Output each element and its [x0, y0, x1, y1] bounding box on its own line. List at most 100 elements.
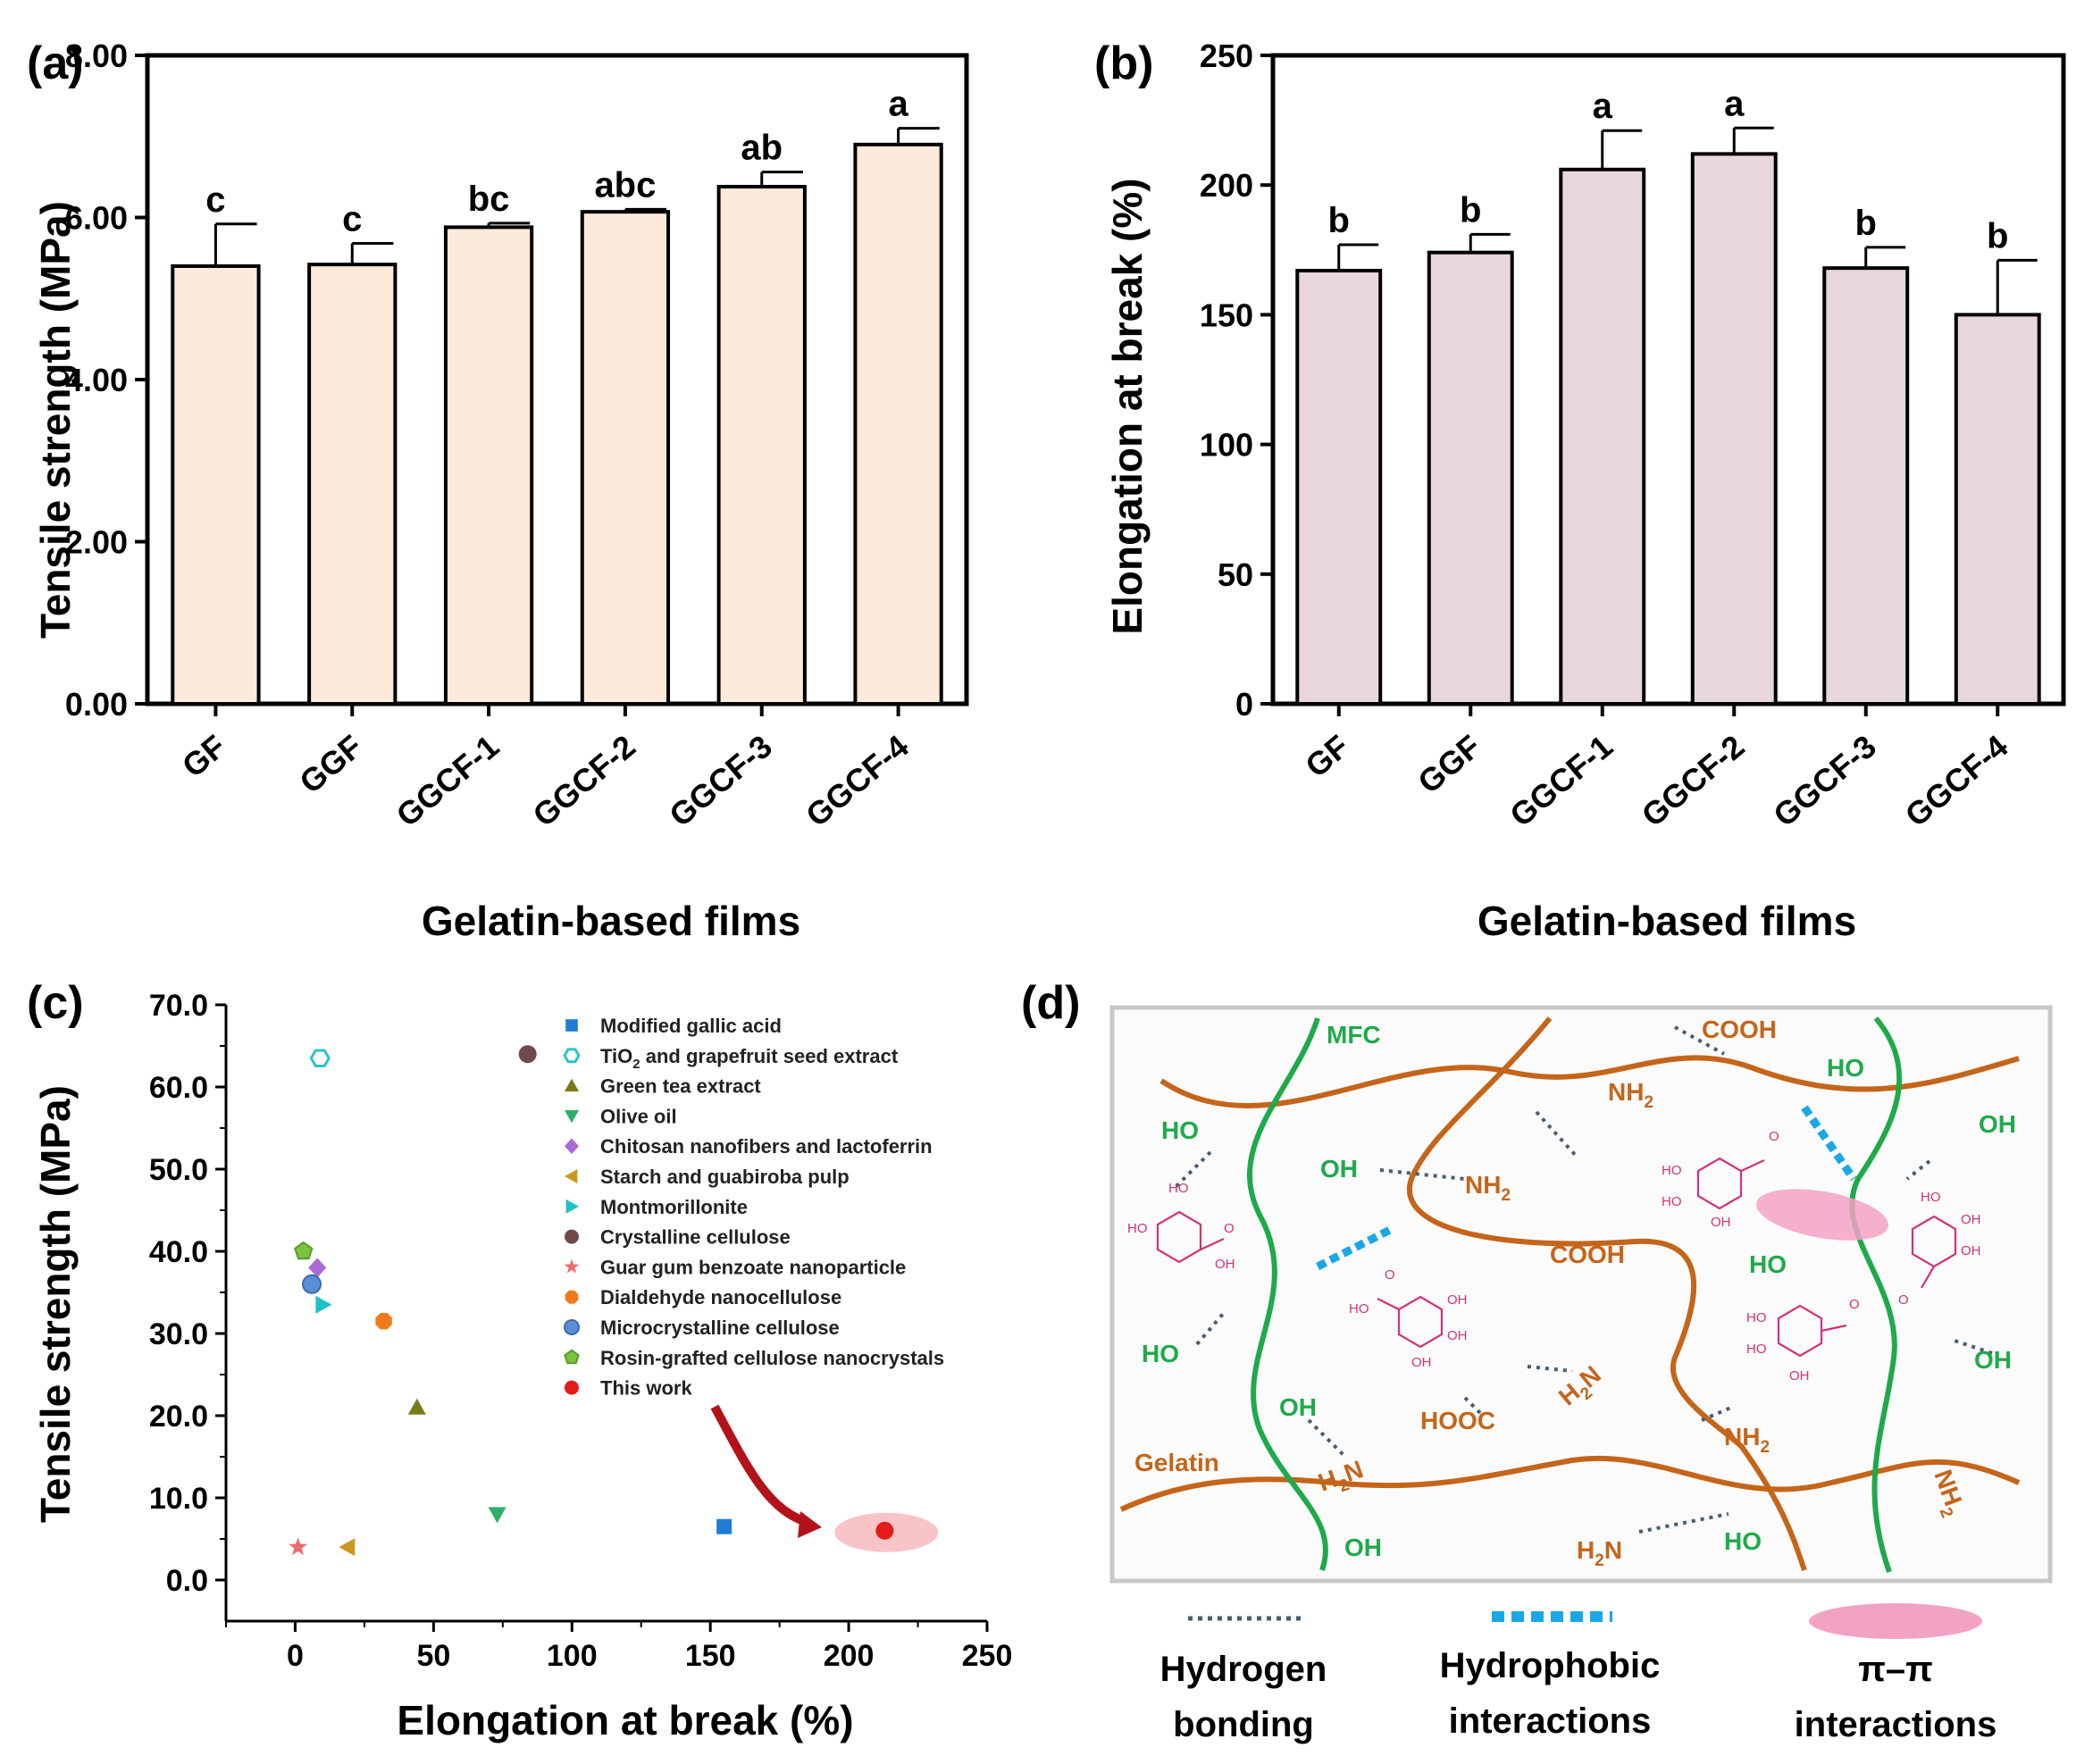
- panel-c-ylabel: Tensile strength (MPa): [32, 1085, 79, 1523]
- panel-b-xtick-label: GGCF-2: [1635, 728, 1752, 834]
- legend-label-dialdehyde-nanocellulose: Dialdehyde nanocellulose: [600, 1286, 841, 1308]
- panel-a-marks: 0.00 2.00 4.00 6.00 8.00 c GF c GGF bc GGCF-1 abc GG…: [65, 38, 969, 834]
- panel-b-bar: [1690, 152, 1778, 706]
- svg-text:O: O: [1898, 1292, 1909, 1308]
- panel-d-diagram: (d): [1021, 977, 2053, 1744]
- panel-c-xlabel: Elongation at break (%): [397, 1697, 853, 1743]
- label-nh2-right: NH2: [1923, 1466, 1971, 1520]
- legend-label-olive-oil: Olive oil: [600, 1105, 677, 1127]
- panel-c-xtick-label: 200: [824, 1639, 875, 1673]
- label-ho-right-mid: HO: [1749, 1250, 1787, 1278]
- legend-label-rosin-grafted-cellulose-nanocrystals: Rosin-grafted cellulose nanocrystals: [600, 1347, 944, 1369]
- panel-b-significance-letter: b: [1987, 216, 2008, 255]
- svg-text:HO: HO: [1127, 1221, 1148, 1236]
- panel-a-significance-letter: ab: [741, 129, 783, 168]
- panel-b-ytick-label: 0: [1235, 686, 1253, 723]
- panel-c-marks: 0.0 10.0 20.0 30.0 40.0 50.0 60.0 70.0 0 50 100 150…: [149, 989, 1013, 1673]
- legend-marker-this-work: [565, 1380, 579, 1395]
- panel-b-bar: [1822, 266, 1910, 706]
- svg-text:HO: HO: [1349, 1301, 1369, 1317]
- panel-a-label: (a): [27, 38, 84, 89]
- panel-c-ytick-label: 20.0: [149, 1400, 208, 1434]
- svg-text:O: O: [1769, 1129, 1779, 1144]
- svg-text:OH: OH: [1215, 1257, 1235, 1272]
- legend-marker-starch-and-guabiroba-pulp: [565, 1169, 578, 1183]
- legend-marker-olive-oil: [565, 1110, 579, 1124]
- legend-label-green-tea-extract: Green tea extract: [600, 1075, 761, 1098]
- panel-a-bar: [853, 142, 943, 706]
- panel-a-significance-letter: bc: [468, 180, 510, 219]
- panel-c-ytick-label: 0.0: [166, 1564, 208, 1598]
- point-starch-and-guabiroba-pulp: [339, 1538, 356, 1557]
- molecule-left: HO HO O OH: [1127, 1181, 1235, 1272]
- panel-a-significance-letter: c: [342, 200, 362, 239]
- panel-b-ytick-label: 150: [1200, 297, 1253, 333]
- panel-b-xtick-label: GGCF-4: [1898, 728, 2015, 834]
- panel-a-bar: [443, 225, 534, 706]
- svg-text:O: O: [1224, 1221, 1235, 1236]
- label-ho-bottom: HO: [1724, 1527, 1762, 1555]
- legend-marker-crystalline-cellulose: [565, 1229, 579, 1244]
- panel-b-ytick-label: 50: [1218, 556, 1253, 593]
- mfc-chains: [1247, 1016, 1903, 1573]
- this-work-arrow: [710, 1404, 810, 1527]
- svg-text:HO: HO: [1746, 1342, 1767, 1357]
- legend-label-modified-gallic-acid: Modified gallic acid: [600, 1015, 782, 1037]
- panel-b-ytick-label: 100: [1200, 427, 1253, 464]
- svg-text:HO: HO: [1168, 1181, 1189, 1196]
- svg-text:OH: OH: [1789, 1368, 1810, 1384]
- legend-hydrophobic-line2: interactions: [1449, 1701, 1652, 1741]
- panel-b-xtick-label: GGCF-1: [1503, 728, 1620, 834]
- svg-text:OH: OH: [1711, 1215, 1731, 1230]
- label-oh-right-mid: OH: [1974, 1346, 2012, 1374]
- panel-a-xtick-label: GGCF-4: [799, 728, 916, 834]
- molecule-center: HO O OH OH OH: [1349, 1267, 1468, 1370]
- label-gelatin: Gelatin: [1134, 1449, 1219, 1476]
- panel-c-xtick-label: 150: [685, 1639, 736, 1673]
- point-olive-oil: [488, 1507, 506, 1524]
- panel-b-marks: 0 50 100 150 200 250 b GF b GGF a GGCF-1 a GGCF-2 b GGC…: [1200, 38, 2066, 834]
- legend-marker-microcrystalline-cellulose: [564, 1319, 580, 1335]
- legend-marker-montmorillonite: [565, 1199, 579, 1214]
- legend-label-tio2-and-grapefruit-seed-extract: TiO2 and grapefruit seed extract: [600, 1045, 899, 1072]
- pi-pi-interaction-mark: [1756, 1189, 1888, 1241]
- panel-a-xtick-label: GGCF-1: [389, 728, 506, 834]
- legend-label-guar-gum-benzoate-nanoparticle: Guar gum benzoate nanoparticle: [600, 1256, 906, 1278]
- panel-a-xtick-label: GGCF-3: [662, 728, 779, 834]
- panel-b-label: (b): [1094, 38, 1153, 89]
- point-chitosan-nanofibers-and-lactoferrin: [308, 1258, 327, 1278]
- legend-marker-dialdehyde-nanocellulose: [565, 1290, 579, 1304]
- panel-c-scatter-chart: (c) Tensile strength (MPa) Elongation at…: [27, 977, 1012, 1743]
- gelatin-chain-bottom: [1119, 1455, 2021, 1512]
- panel-b-bar: [1427, 250, 1514, 706]
- label-hooc: HOOC: [1420, 1407, 1495, 1434]
- panel-c-xtick-label: 100: [547, 1639, 598, 1673]
- molecule-right: HO OH OH O: [1898, 1190, 1981, 1308]
- panel-c-ytick-label: 10.0: [149, 1482, 208, 1516]
- label-h2n-bottom: H2N: [1577, 1536, 1622, 1570]
- legend-marker-modified-gallic-acid: [565, 1019, 578, 1032]
- legend-label-chitosan-nanofibers-and-lactoferrin: Chitosan nanofibers and lactoferrin: [600, 1135, 933, 1158]
- point-guar-gum-benzoate-nanoparticle: [289, 1537, 307, 1556]
- molecule-upper-right: HO HO O OH: [1662, 1129, 1779, 1230]
- label-mfc: MFC: [1327, 1021, 1381, 1049]
- this-work-arrowhead: [798, 1511, 822, 1538]
- legend-marker-green-tea-extract: [565, 1078, 579, 1091]
- point-crystalline-cellulose: [518, 1045, 537, 1064]
- point-this-work: [875, 1521, 894, 1540]
- panel-a-bar: [171, 263, 261, 706]
- label-cooh-top: COOH: [1702, 1016, 1777, 1043]
- diagram-frame: [1109, 1005, 2053, 1584]
- panel-d-label: (d): [1021, 977, 1080, 1029]
- panel-b-significance-letter: b: [1460, 190, 1481, 230]
- panel-b-bar: [1295, 269, 1383, 706]
- legend-marker-tio2-and-grapefruit-seed-extract: [563, 1048, 581, 1064]
- panel-b-significance-letter: b: [1855, 204, 1877, 243]
- panel-b-xlabel: Gelatin-based films: [1477, 898, 1856, 944]
- legend-hydrophobic-line1: Hydrophobic: [1440, 1646, 1661, 1685]
- panel-a-ytick-label: 2.00: [65, 524, 128, 561]
- panel-a-ytick-label: 8.00: [65, 38, 128, 74]
- svg-text:HO: HO: [1662, 1163, 1682, 1178]
- panel-c-xtick-label: 250: [962, 1639, 1013, 1673]
- panel-c-xtick-label: 50: [416, 1639, 450, 1673]
